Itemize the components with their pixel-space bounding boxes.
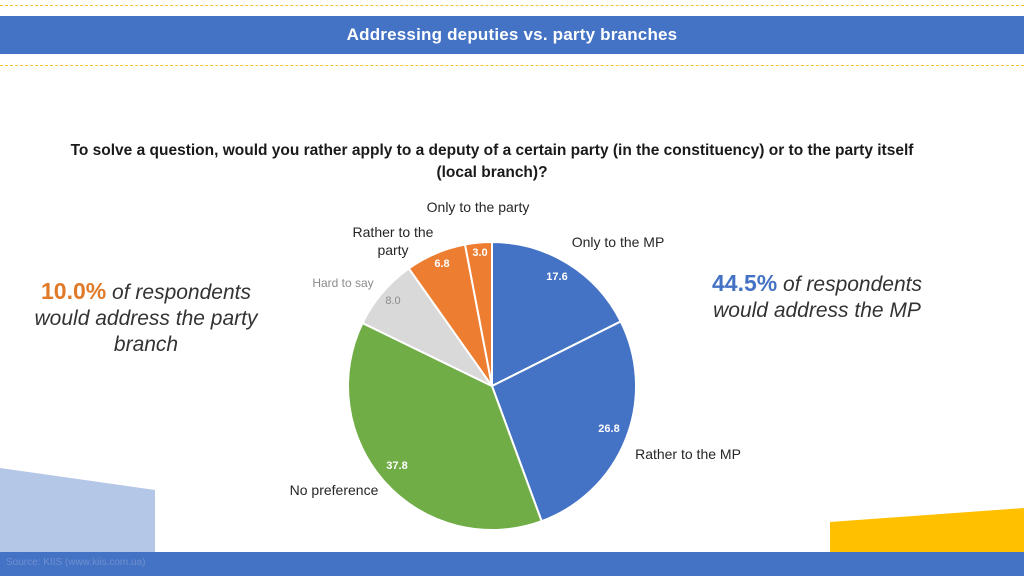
- pie-category-label: Rather to the MP: [635, 446, 741, 462]
- survey-question: To solve a question, would you rather ap…: [70, 142, 914, 181]
- pie-slice-no-preference: [347, 321, 543, 531]
- pie-category-label: Hard to say: [312, 276, 373, 290]
- pie-value-label: 3.0: [472, 247, 487, 259]
- pie-slice-only-to-the-party: [463, 240, 493, 387]
- top-dashed-line: [0, 5, 1024, 6]
- party-branch-text: of respondents would address the party b…: [34, 281, 258, 356]
- header-band: Addressing deputies vs. party branches: [0, 16, 1024, 54]
- pie-value-label: 6.8: [434, 258, 449, 270]
- mp-percent: 44.5%: [712, 270, 778, 296]
- mp-text: of respondents would address the MP: [713, 273, 922, 322]
- party-branch-stat: 10.0% of respondents would address the p…: [12, 278, 280, 358]
- pie-slice-rather-to-the-mp: [490, 320, 637, 523]
- pie-category-label: Only to the party: [427, 199, 530, 215]
- mp-stat: 44.5% of respondents would address the M…: [688, 270, 946, 324]
- pie-slice-only-to-the-mp: [491, 240, 623, 388]
- pie-value-label: 8.0: [385, 295, 400, 307]
- pie-category-label: No preference: [290, 482, 379, 498]
- footer-bar: [0, 552, 1024, 576]
- pie-value-label: 37.8: [386, 460, 407, 472]
- pie-value-label: 17.6: [546, 271, 567, 283]
- party-branch-percent: 10.0%: [41, 278, 107, 304]
- page-title: Addressing deputies vs. party branches: [346, 25, 678, 44]
- left-blue-stripe: [0, 468, 155, 552]
- pie-category-label: Rather to the party: [353, 224, 434, 258]
- source-note: Source: KIIS (www.kiis.com.ua): [6, 557, 146, 568]
- header-dashed-line: [0, 65, 1024, 66]
- pie-category-label: Only to the MP: [572, 234, 665, 250]
- pie-value-label: 26.8: [598, 423, 619, 435]
